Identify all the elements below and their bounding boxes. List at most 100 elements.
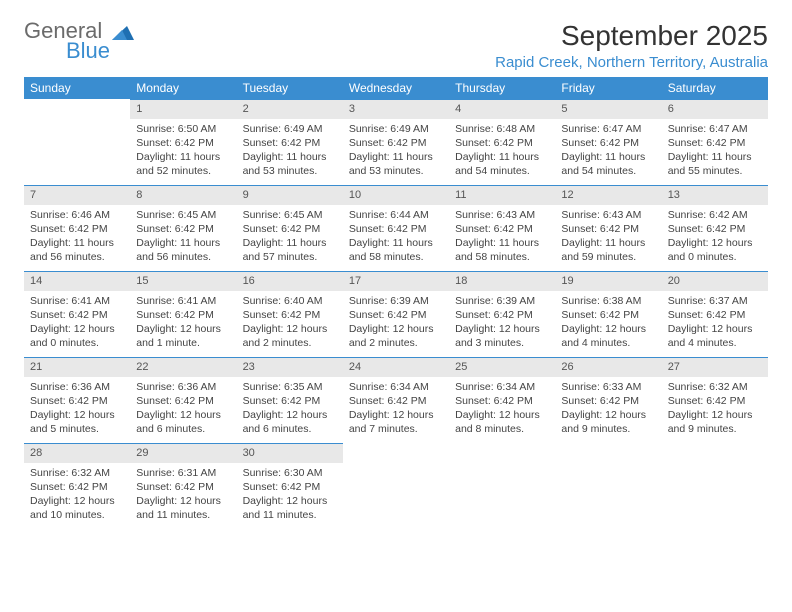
day-body: Sunrise: 6:50 AMSunset: 6:42 PMDaylight:… [130, 119, 236, 183]
day-line-dl2: and 4 minutes. [668, 336, 762, 350]
calendar-cell: 27Sunrise: 6:32 AMSunset: 6:42 PMDayligh… [662, 357, 768, 443]
day-line-dl2: and 54 minutes. [455, 164, 549, 178]
calendar-cell: 9Sunrise: 6:45 AMSunset: 6:42 PMDaylight… [237, 185, 343, 271]
calendar-cell: 11Sunrise: 6:43 AMSunset: 6:42 PMDayligh… [449, 185, 555, 271]
calendar-cell: .. [343, 443, 449, 529]
day-line-sr: Sunrise: 6:48 AM [455, 122, 549, 136]
day-line-dl2: and 6 minutes. [136, 422, 230, 436]
day-body: Sunrise: 6:41 AMSunset: 6:42 PMDaylight:… [130, 291, 236, 355]
weekday-header: Saturday [662, 77, 768, 99]
header: General Blue September 2025 Rapid Creek,… [24, 20, 768, 71]
day-line-dl2: and 11 minutes. [136, 508, 230, 522]
day-line-ss: Sunset: 6:42 PM [30, 222, 124, 236]
calendar-cell: .. [24, 99, 130, 185]
calendar-cell: .. [555, 443, 661, 529]
weekday-header: Friday [555, 77, 661, 99]
day-line-ss: Sunset: 6:42 PM [30, 394, 124, 408]
day-line-dl2: and 10 minutes. [30, 508, 124, 522]
day-line-ss: Sunset: 6:42 PM [668, 394, 762, 408]
day-body: Sunrise: 6:43 AMSunset: 6:42 PMDaylight:… [449, 205, 555, 269]
day-line-dl2: and 9 minutes. [561, 422, 655, 436]
day-line-sr: Sunrise: 6:49 AM [243, 122, 337, 136]
calendar-cell: 15Sunrise: 6:41 AMSunset: 6:42 PMDayligh… [130, 271, 236, 357]
calendar-cell: 3Sunrise: 6:49 AMSunset: 6:42 PMDaylight… [343, 99, 449, 185]
day-number: 29 [130, 443, 236, 463]
day-line-dl1: Daylight: 12 hours [136, 494, 230, 508]
day-line-dl1: Daylight: 12 hours [243, 408, 337, 422]
logo-blue: Blue [66, 40, 134, 62]
day-line-dl2: and 2 minutes. [243, 336, 337, 350]
day-number: 27 [662, 357, 768, 377]
day-line-sr: Sunrise: 6:41 AM [30, 294, 124, 308]
day-line-ss: Sunset: 6:42 PM [561, 394, 655, 408]
calendar-cell: 6Sunrise: 6:47 AMSunset: 6:42 PMDaylight… [662, 99, 768, 185]
day-line-dl1: Daylight: 11 hours [30, 236, 124, 250]
calendar-cell: 8Sunrise: 6:45 AMSunset: 6:42 PMDaylight… [130, 185, 236, 271]
day-line-sr: Sunrise: 6:43 AM [455, 208, 549, 222]
calendar-cell: 13Sunrise: 6:42 AMSunset: 6:42 PMDayligh… [662, 185, 768, 271]
day-body: Sunrise: 6:30 AMSunset: 6:42 PMDaylight:… [237, 463, 343, 527]
calendar-cell: 30Sunrise: 6:30 AMSunset: 6:42 PMDayligh… [237, 443, 343, 529]
day-line-dl1: Daylight: 12 hours [668, 236, 762, 250]
day-line-ss: Sunset: 6:42 PM [561, 222, 655, 236]
weekday-header: Wednesday [343, 77, 449, 99]
day-line-sr: Sunrise: 6:42 AM [668, 208, 762, 222]
day-body: Sunrise: 6:34 AMSunset: 6:42 PMDaylight:… [343, 377, 449, 441]
calendar-cell: 17Sunrise: 6:39 AMSunset: 6:42 PMDayligh… [343, 271, 449, 357]
day-number: 22 [130, 357, 236, 377]
day-body: Sunrise: 6:34 AMSunset: 6:42 PMDaylight:… [449, 377, 555, 441]
day-body: Sunrise: 6:41 AMSunset: 6:42 PMDaylight:… [24, 291, 130, 355]
title-block: September 2025 Rapid Creek, Northern Ter… [495, 20, 768, 71]
month-title: September 2025 [495, 20, 768, 52]
day-number: 14 [24, 271, 130, 291]
calendar-cell: 19Sunrise: 6:38 AMSunset: 6:42 PMDayligh… [555, 271, 661, 357]
day-line-dl1: Daylight: 12 hours [668, 322, 762, 336]
day-line-dl2: and 11 minutes. [243, 508, 337, 522]
day-line-dl1: Daylight: 12 hours [136, 408, 230, 422]
day-line-dl1: Daylight: 11 hours [668, 150, 762, 164]
day-line-dl1: Daylight: 12 hours [561, 322, 655, 336]
day-line-dl2: and 58 minutes. [349, 250, 443, 264]
day-line-ss: Sunset: 6:42 PM [136, 308, 230, 322]
day-line-dl2: and 0 minutes. [30, 336, 124, 350]
day-line-sr: Sunrise: 6:40 AM [243, 294, 337, 308]
day-body: Sunrise: 6:36 AMSunset: 6:42 PMDaylight:… [24, 377, 130, 441]
day-number: 30 [237, 443, 343, 463]
day-number: 21 [24, 357, 130, 377]
day-number: 10 [343, 185, 449, 205]
day-body: Sunrise: 6:33 AMSunset: 6:42 PMDaylight:… [555, 377, 661, 441]
weekday-header: Thursday [449, 77, 555, 99]
day-number: 17 [343, 271, 449, 291]
calendar-week: 14Sunrise: 6:41 AMSunset: 6:42 PMDayligh… [24, 271, 768, 357]
day-body: Sunrise: 6:48 AMSunset: 6:42 PMDaylight:… [449, 119, 555, 183]
day-line-sr: Sunrise: 6:36 AM [30, 380, 124, 394]
day-line-ss: Sunset: 6:42 PM [349, 394, 443, 408]
day-line-sr: Sunrise: 6:49 AM [349, 122, 443, 136]
day-number: 12 [555, 185, 661, 205]
calendar-body: ..1Sunrise: 6:50 AMSunset: 6:42 PMDaylig… [24, 99, 768, 529]
day-line-ss: Sunset: 6:42 PM [243, 136, 337, 150]
calendar-cell: 22Sunrise: 6:36 AMSunset: 6:42 PMDayligh… [130, 357, 236, 443]
day-line-dl2: and 57 minutes. [243, 250, 337, 264]
day-line-dl1: Daylight: 11 hours [455, 236, 549, 250]
day-body: Sunrise: 6:49 AMSunset: 6:42 PMDaylight:… [237, 119, 343, 183]
day-line-sr: Sunrise: 6:30 AM [243, 466, 337, 480]
day-line-sr: Sunrise: 6:33 AM [561, 380, 655, 394]
calendar-cell: 18Sunrise: 6:39 AMSunset: 6:42 PMDayligh… [449, 271, 555, 357]
calendar-cell: 7Sunrise: 6:46 AMSunset: 6:42 PMDaylight… [24, 185, 130, 271]
day-body: Sunrise: 6:47 AMSunset: 6:42 PMDaylight:… [662, 119, 768, 183]
day-number: 23 [237, 357, 343, 377]
calendar-cell: 23Sunrise: 6:35 AMSunset: 6:42 PMDayligh… [237, 357, 343, 443]
day-line-sr: Sunrise: 6:41 AM [136, 294, 230, 308]
logo-triangle-icon [112, 24, 134, 40]
calendar-cell: 21Sunrise: 6:36 AMSunset: 6:42 PMDayligh… [24, 357, 130, 443]
day-line-dl1: Daylight: 11 hours [136, 150, 230, 164]
day-line-dl2: and 58 minutes. [455, 250, 549, 264]
day-line-dl1: Daylight: 12 hours [243, 494, 337, 508]
day-body: Sunrise: 6:46 AMSunset: 6:42 PMDaylight:… [24, 205, 130, 269]
day-line-sr: Sunrise: 6:35 AM [243, 380, 337, 394]
day-line-dl1: Daylight: 12 hours [30, 408, 124, 422]
day-number: 5 [555, 99, 661, 119]
logo: General Blue [24, 20, 134, 62]
day-line-sr: Sunrise: 6:32 AM [30, 466, 124, 480]
